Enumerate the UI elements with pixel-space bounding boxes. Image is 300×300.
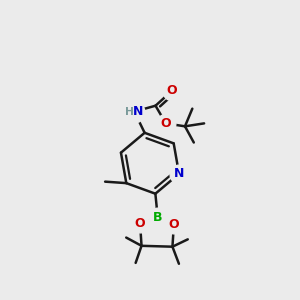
Text: O: O (169, 218, 179, 230)
Text: O: O (160, 117, 171, 130)
Text: O: O (167, 85, 177, 98)
Text: O: O (135, 217, 146, 230)
Text: N: N (133, 105, 143, 118)
Text: H: H (124, 106, 134, 117)
Text: N: N (174, 167, 184, 180)
Text: B: B (153, 211, 163, 224)
